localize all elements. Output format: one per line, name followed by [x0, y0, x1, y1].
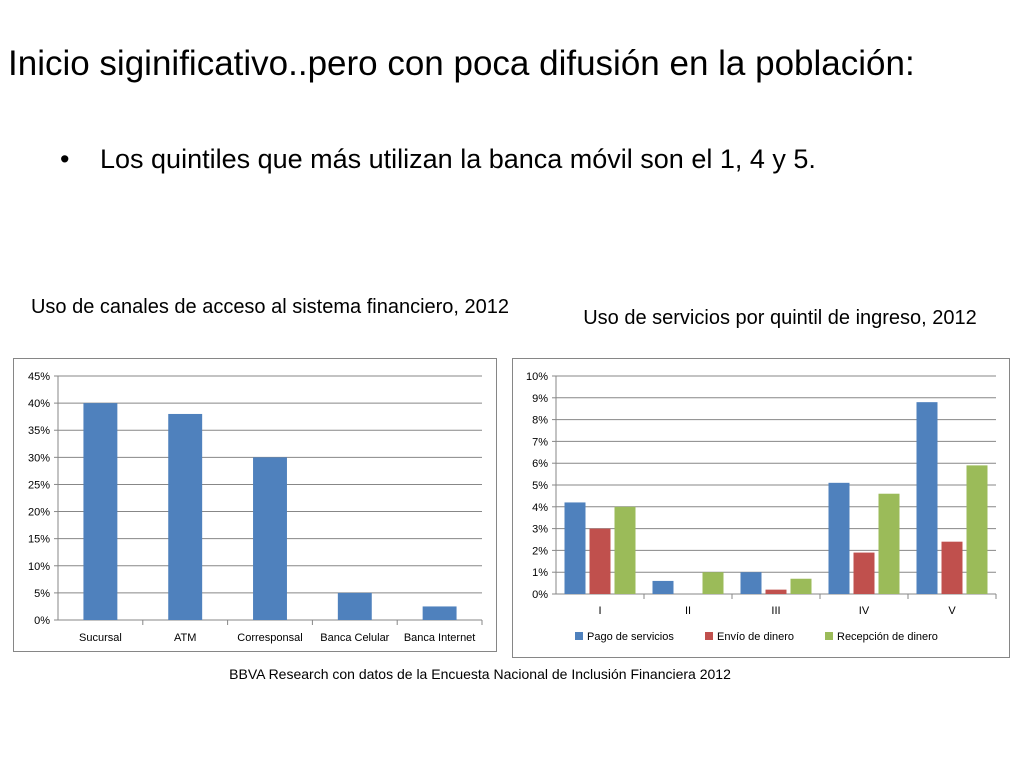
bullet-symbol: •	[60, 144, 70, 174]
bar	[916, 402, 938, 594]
y-tick-label: 7%	[532, 436, 548, 448]
y-tick-label: 4%	[532, 502, 548, 514]
bar	[253, 457, 287, 620]
y-tick-label: 1%	[532, 567, 548, 579]
y-tick-label: 10%	[28, 561, 50, 573]
x-tick-label: Corresponsal	[237, 632, 302, 644]
y-tick-label: 5%	[532, 480, 548, 492]
chart-2-frame: 0% 1% 2% 3% 4% 5% 6% 7% 8% 9% 10% I II III IV V Pago de …	[512, 358, 1010, 658]
x-tick-label: Banca Celular	[320, 632, 389, 644]
y-tick-label: 30%	[28, 452, 50, 464]
y-tick-label: 25%	[28, 479, 50, 491]
y-tick-label: 35%	[28, 425, 50, 437]
bar	[589, 528, 611, 594]
x-tick-label: III	[771, 605, 780, 617]
x-tick-label: I	[598, 605, 601, 617]
x-tick-label: ATM	[174, 632, 196, 644]
y-tick-label: 40%	[28, 398, 50, 410]
bar	[652, 580, 674, 594]
y-tick-label: 0%	[532, 589, 548, 601]
x-tick-label: IV	[859, 605, 870, 617]
bar	[828, 482, 850, 594]
legend-label: Recepción de dinero	[837, 631, 938, 643]
y-tick-label: 15%	[28, 534, 50, 546]
bar	[790, 578, 812, 594]
bar	[564, 502, 586, 594]
bar	[853, 552, 875, 594]
legend-swatch	[575, 632, 583, 640]
legend-label: Envío de dinero	[717, 631, 794, 643]
bar	[422, 606, 457, 620]
bar	[740, 572, 762, 594]
legend-label: Pago de servicios	[587, 631, 674, 643]
y-tick-label: 9%	[532, 393, 548, 405]
legend-swatch	[705, 632, 713, 640]
y-tick-label: 0%	[34, 615, 50, 627]
y-tick-label: 6%	[532, 458, 548, 470]
y-tick-label: 2%	[532, 545, 548, 557]
bar	[83, 403, 118, 620]
y-tick-label: 5%	[34, 588, 50, 600]
y-tick-label: 45%	[28, 371, 50, 383]
x-tick-label: Sucursal	[79, 632, 122, 644]
chart-1-frame: 0% 5% 10% 15% 20% 25% 30% 35% 40% 45% Sucursal ATM C…	[13, 358, 497, 652]
slide-title: Inicio siginificativo..pero con poca dif…	[8, 44, 915, 83]
y-tick-label: 8%	[532, 415, 548, 427]
bullet-point: • Los quintiles que más utilizan la banca…	[60, 144, 816, 175]
x-tick-label: Banca Internet	[404, 632, 476, 644]
bar	[878, 493, 900, 594]
chart-1-title: Uso de canales de acceso al sistema fina…	[30, 296, 510, 318]
y-tick-label: 20%	[28, 507, 50, 519]
y-tick-label: 10%	[526, 371, 548, 383]
x-tick-label: II	[685, 605, 691, 617]
bullet-text: Los quintiles que más utilizan la banca …	[100, 144, 816, 174]
source-note: BBVA Research con datos de la Encuesta N…	[229, 666, 731, 682]
bar	[337, 592, 372, 620]
y-tick-label: 3%	[532, 524, 548, 536]
channels-bar-chart: 0% 5% 10% 15% 20% 25% 30% 35% 40% 45% Sucursal ATM C…	[28, 371, 483, 644]
chart-2-title: Uso de servicios por quintil de ingreso,…	[583, 307, 977, 329]
bar	[765, 589, 787, 594]
bar	[168, 413, 203, 620]
bar	[966, 465, 988, 594]
legend-swatch	[825, 632, 833, 640]
x-tick-label: V	[948, 605, 956, 617]
bar	[702, 572, 724, 594]
bar	[941, 541, 963, 594]
bar	[614, 506, 636, 594]
